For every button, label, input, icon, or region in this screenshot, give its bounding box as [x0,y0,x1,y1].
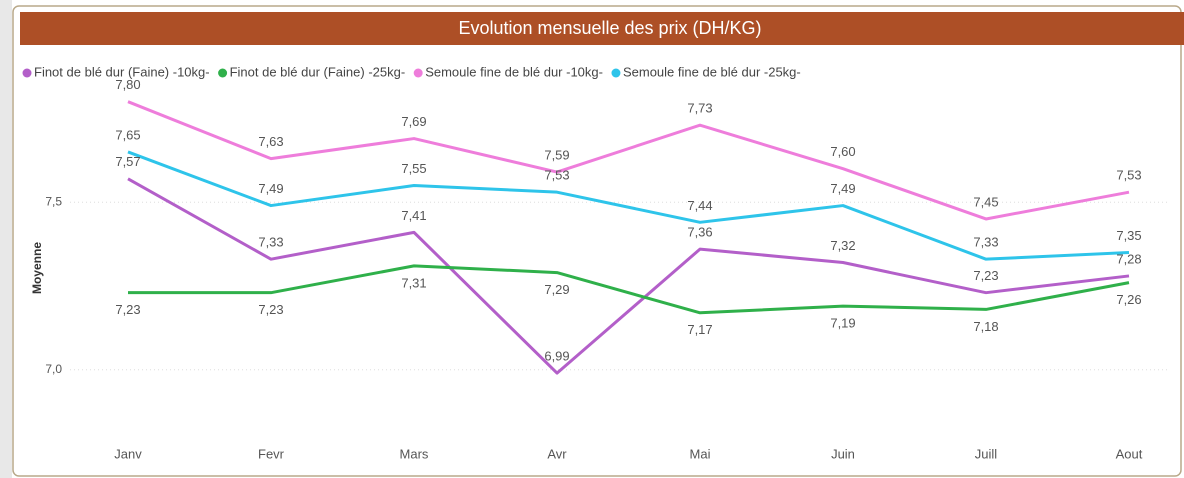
card [12,5,1182,477]
side-strip [0,0,12,478]
series-line [127,150,1130,261]
y-tick-label: 7,5 [45,194,62,208]
data-label: 7,53 [1116,168,1141,183]
x-tick-label: Avr [547,446,567,461]
data-label: 7,53 [544,168,569,183]
data-label: 7,18 [973,319,998,334]
data-label: 7,57 [115,154,140,169]
series-line [127,100,1130,221]
data-label: 7,60 [830,144,855,159]
legend-marker [218,68,228,78]
data-label: 6,99 [544,349,569,364]
data-label: 7,49 [258,181,283,196]
data-label: 7,23 [973,268,998,283]
data-label: 7,31 [401,275,426,290]
x-tick-label: Mai [690,446,711,461]
legend-label: Semoule fine de blé dur -10kg- [425,64,603,79]
data-label: 7,17 [687,322,712,337]
data-label: 7,36 [687,225,712,240]
data-label: 7,26 [1116,292,1141,307]
data-label: 7,59 [544,147,569,162]
data-label: 7,23 [258,302,283,317]
x-tick-label: Juill [975,446,998,461]
legend-marker [22,68,32,78]
data-label: 7,49 [830,181,855,196]
series-line [128,264,1130,315]
data-label: 7,65 [115,127,140,142]
data-label: 7,28 [1116,251,1141,266]
y-tick-label: 7,0 [45,362,62,376]
legend-marker [413,68,423,78]
y-axis-label: Moyenne [30,242,44,294]
data-label: 7,29 [544,282,569,297]
legend-label: Finot de blé dur (Faine) -25kg- [230,64,406,79]
chart-title: Evolution mensuelle des prix (DH/KG) [458,18,761,38]
x-tick-label: Mars [400,446,429,461]
legend-label: Semoule fine de blé dur -25kg- [623,64,801,79]
data-label: 7,35 [1116,228,1141,243]
data-label: 7,63 [258,134,283,149]
data-label: 7,19 [830,316,855,331]
legend-marker [611,68,621,78]
data-label: 7,69 [401,114,426,129]
data-label: 7,33 [973,235,998,250]
data-label: 7,55 [401,161,426,176]
data-label: 7,23 [115,302,140,317]
x-tick-label: Aout [1116,446,1143,461]
x-tick-label: Fevr [258,446,285,461]
legend-label: Finot de blé dur (Faine) -10kg- [34,64,210,79]
x-tick-label: Janv [114,446,142,461]
data-label: 7,44 [687,198,712,213]
data-label: 7,73 [687,101,712,116]
series-line [127,177,1130,375]
data-label: 7,33 [258,235,283,250]
data-label: 7,45 [973,194,998,209]
title-bar [20,12,1184,45]
data-label: 7,80 [115,77,140,92]
data-label: 7,41 [401,208,426,223]
x-tick-label: Juin [831,446,855,461]
data-label: 7,32 [830,238,855,253]
